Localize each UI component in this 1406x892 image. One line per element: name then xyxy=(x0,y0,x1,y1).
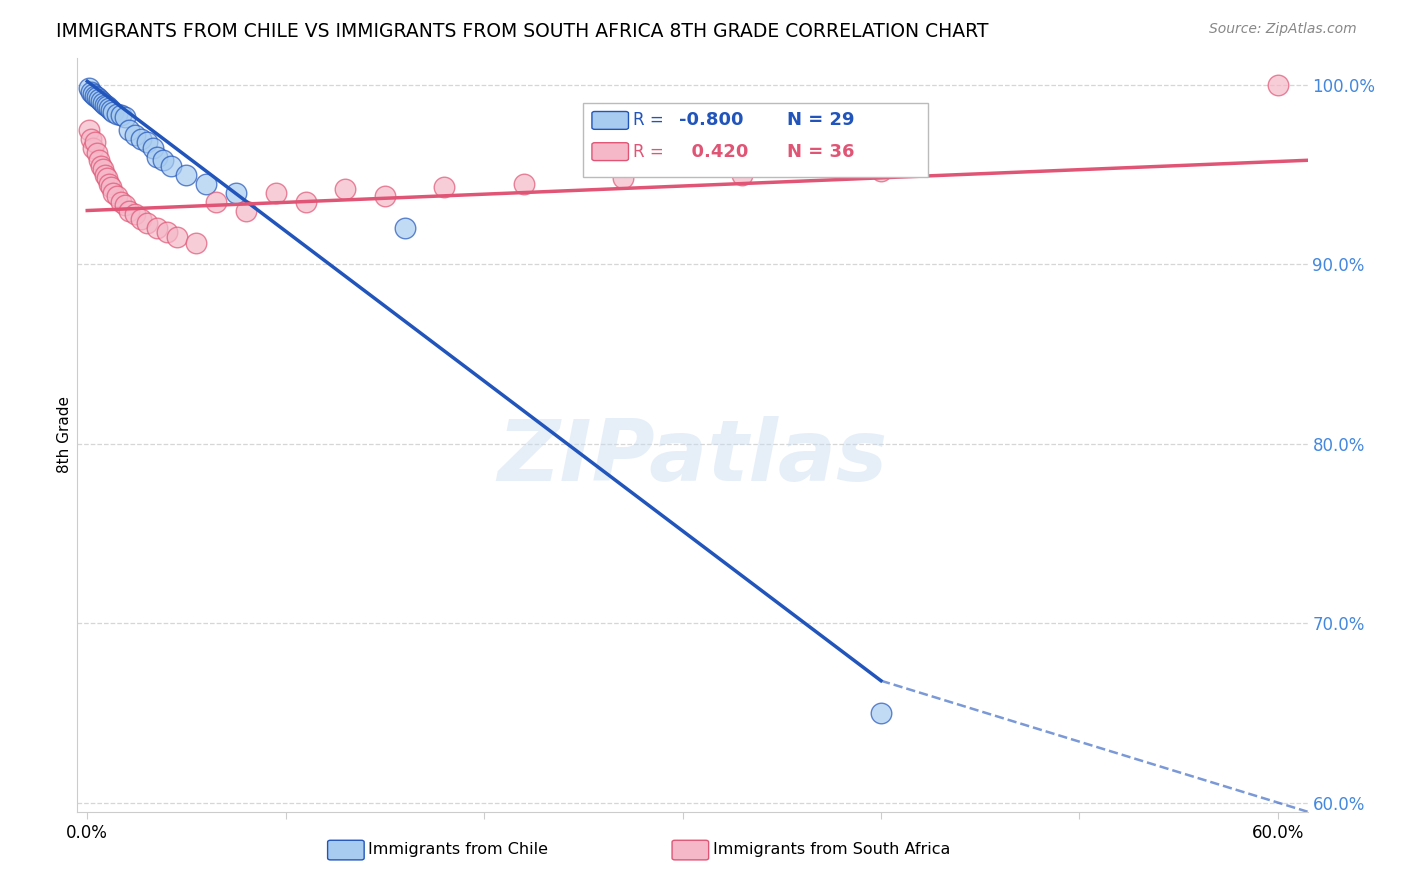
Point xyxy=(225,186,247,200)
Point xyxy=(80,132,103,146)
Point xyxy=(105,106,128,120)
Point xyxy=(96,171,118,186)
Point xyxy=(870,164,893,178)
Point xyxy=(84,88,107,103)
Point xyxy=(135,216,157,230)
Point xyxy=(870,706,893,720)
Point xyxy=(612,171,634,186)
Point xyxy=(118,203,141,218)
Point xyxy=(101,104,124,119)
Point xyxy=(90,94,112,108)
Point xyxy=(145,221,167,235)
Point xyxy=(124,128,146,143)
Text: N = 36: N = 36 xyxy=(787,143,855,161)
Point xyxy=(86,146,108,161)
Point xyxy=(77,81,100,95)
Text: -0.800: -0.800 xyxy=(679,112,744,129)
Text: IMMIGRANTS FROM CHILE VS IMMIGRANTS FROM SOUTH AFRICA 8TH GRADE CORRELATION CHAR: IMMIGRANTS FROM CHILE VS IMMIGRANTS FROM… xyxy=(56,22,988,41)
Point xyxy=(235,203,257,218)
Point xyxy=(110,194,132,209)
Point xyxy=(394,221,416,235)
Point xyxy=(89,153,111,168)
Point xyxy=(731,168,754,182)
Text: Immigrants from South Africa: Immigrants from South Africa xyxy=(713,842,950,856)
Point xyxy=(156,225,179,239)
Point xyxy=(433,180,456,194)
Point xyxy=(94,97,117,112)
Point xyxy=(205,194,228,209)
Point xyxy=(166,230,188,244)
Point xyxy=(82,87,104,101)
Point xyxy=(176,168,198,182)
Y-axis label: 8th Grade: 8th Grade xyxy=(56,396,72,474)
Point xyxy=(513,177,536,191)
Point xyxy=(159,159,181,173)
Point xyxy=(118,122,141,136)
Point xyxy=(110,108,132,122)
Point xyxy=(91,95,114,110)
Point xyxy=(129,212,152,227)
Point xyxy=(335,182,357,196)
Point xyxy=(82,141,104,155)
Text: 0.420: 0.420 xyxy=(679,143,748,161)
Text: R =: R = xyxy=(633,143,669,161)
Point xyxy=(152,153,174,168)
Point xyxy=(186,235,208,250)
Point xyxy=(86,90,108,104)
Point xyxy=(89,92,111,106)
Point xyxy=(84,136,107,150)
Text: Immigrants from Chile: Immigrants from Chile xyxy=(368,842,548,856)
Point xyxy=(80,85,103,99)
Point xyxy=(142,141,165,155)
Point xyxy=(91,162,114,177)
Point xyxy=(135,136,157,150)
Point xyxy=(145,150,167,164)
Point xyxy=(94,168,117,182)
Point xyxy=(98,101,121,115)
Point xyxy=(124,207,146,221)
Text: N = 29: N = 29 xyxy=(787,112,855,129)
Point xyxy=(100,180,122,194)
Point xyxy=(1267,78,1289,92)
Point xyxy=(114,110,136,124)
Point xyxy=(96,99,118,113)
Point xyxy=(101,186,124,200)
Point xyxy=(114,198,136,212)
Point xyxy=(105,189,128,203)
Point xyxy=(98,177,121,191)
Point xyxy=(374,189,396,203)
Text: R =: R = xyxy=(633,112,669,129)
Point xyxy=(129,132,152,146)
Text: ZIPatlas: ZIPatlas xyxy=(498,416,887,499)
Point xyxy=(195,177,218,191)
Text: Source: ZipAtlas.com: Source: ZipAtlas.com xyxy=(1209,22,1357,37)
Point xyxy=(90,159,112,173)
Point xyxy=(77,122,100,136)
Point xyxy=(264,186,287,200)
Point xyxy=(100,103,122,117)
Point xyxy=(294,194,316,209)
